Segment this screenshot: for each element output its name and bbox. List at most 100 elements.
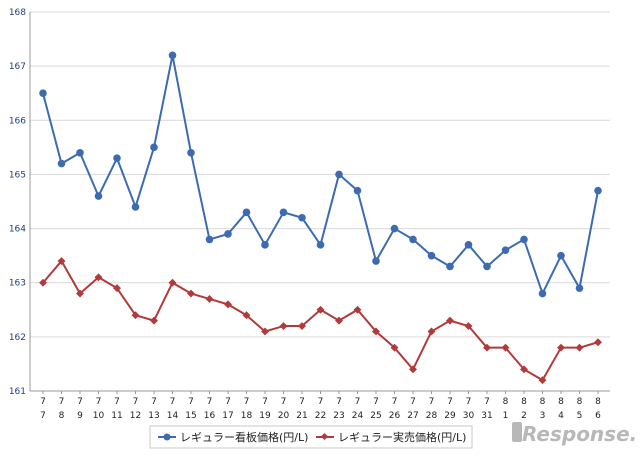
data-point — [57, 159, 66, 168]
data-point — [131, 311, 140, 320]
x-tick-month: 7 — [392, 397, 398, 407]
x-tick-month: 7 — [188, 397, 194, 407]
x-tick-month: 7 — [410, 397, 416, 407]
x-tick-day: 21 — [296, 411, 307, 421]
x-tick-month: 7 — [281, 397, 287, 407]
x-tick-month: 7 — [429, 397, 435, 407]
x-tick-day: 31 — [481, 411, 492, 421]
data-point — [261, 327, 269, 336]
data-point — [242, 311, 251, 320]
data-point — [446, 262, 454, 271]
data-point — [372, 327, 380, 336]
data-point — [316, 305, 325, 314]
x-tick-month: 7 — [299, 397, 305, 407]
data-point — [594, 186, 602, 195]
data-point — [575, 284, 584, 292]
data-point — [242, 208, 251, 217]
x-tick-day: 13 — [148, 411, 159, 421]
legend-label-series-2: レギュラー実売価格(円/L) — [338, 430, 466, 444]
data-point — [168, 51, 177, 60]
x-tick-day: 10 — [93, 411, 105, 421]
data-point — [335, 170, 343, 179]
x-tick-month: 7 — [484, 397, 490, 407]
data-point — [557, 343, 565, 352]
x-tick-month: 7 — [262, 397, 268, 407]
x-tick-day: 23 — [333, 411, 344, 421]
y-tick-label: 166 — [9, 116, 26, 126]
data-point — [150, 316, 158, 325]
data-point — [316, 241, 325, 249]
data-point — [224, 230, 232, 238]
x-tick-month: 7 — [318, 397, 324, 407]
x-tick-month: 8 — [540, 397, 546, 407]
x-tick-day: 19 — [259, 411, 271, 421]
data-point — [298, 213, 306, 222]
data-point — [520, 235, 528, 244]
data-point — [372, 257, 380, 265]
x-tick-day: 8 — [59, 411, 65, 421]
x-tick-day: 3 — [540, 411, 546, 421]
y-tick-label: 164 — [9, 225, 26, 235]
x-tick-day: 18 — [241, 411, 253, 421]
data-point — [575, 343, 584, 352]
y-tick-label: 162 — [9, 333, 26, 343]
x-tick-day: 22 — [315, 411, 326, 421]
data-point — [279, 208, 288, 217]
data-point — [483, 343, 491, 352]
x-tick-day: 15 — [185, 411, 196, 421]
y-tick-label: 163 — [9, 279, 26, 289]
data-point — [501, 343, 510, 352]
x-tick-month: 7 — [96, 397, 102, 407]
data-point — [298, 322, 306, 330]
data-point — [150, 143, 158, 152]
x-tick-month: 7 — [336, 397, 342, 407]
data-point — [446, 316, 454, 325]
x-tick-month: 7 — [373, 397, 379, 407]
grid-lines — [30, 11, 610, 392]
data-point — [520, 365, 528, 374]
x-tick-day: 28 — [426, 411, 438, 421]
x-tick-day: 1 — [503, 411, 509, 421]
x-tick-day: 20 — [278, 411, 290, 421]
x-tick-day: 9 — [77, 411, 83, 421]
x-tick-month: 8 — [503, 397, 509, 407]
x-tick-day: 4 — [558, 411, 564, 421]
x-tick-day: 17 — [222, 411, 233, 421]
data-point — [131, 203, 140, 211]
data-point — [409, 365, 417, 374]
data-point — [94, 192, 103, 200]
data-point — [594, 338, 602, 347]
data-point — [168, 278, 177, 287]
x-tick-day: 25 — [370, 411, 381, 421]
x-tick-day: 30 — [463, 411, 475, 421]
x-tick-month: 7 — [355, 397, 361, 407]
x-tick-day: 2 — [521, 411, 527, 421]
legend-marker-series-2 — [320, 432, 329, 441]
logo-bar — [512, 422, 522, 442]
data-point — [261, 241, 269, 249]
x-tick-month: 7 — [40, 397, 46, 407]
data-point — [464, 241, 473, 249]
data-point — [353, 186, 362, 195]
data-point — [205, 235, 214, 244]
watermark-text: Response. — [522, 422, 637, 446]
x-tick-month: 7 — [114, 397, 120, 407]
x-tick-month: 8 — [558, 397, 564, 407]
legend-marker-series-1 — [163, 433, 171, 441]
x-tick-month: 7 — [225, 397, 231, 407]
data-point — [39, 89, 47, 98]
data-point — [483, 262, 491, 271]
data-point — [390, 224, 399, 233]
y-tick-label: 168 — [9, 8, 26, 18]
x-tick-month: 7 — [77, 397, 83, 407]
y-tick-label: 161 — [9, 387, 26, 397]
x-tick-month: 7 — [170, 397, 176, 407]
x-tick-month: 7 — [244, 397, 250, 407]
y-tick-label: 167 — [9, 62, 26, 72]
data-point — [409, 235, 417, 244]
data-point — [464, 322, 473, 330]
x-tick-month: 7 — [466, 397, 472, 407]
data-point — [501, 246, 510, 255]
y-tick-label: 165 — [9, 170, 26, 180]
